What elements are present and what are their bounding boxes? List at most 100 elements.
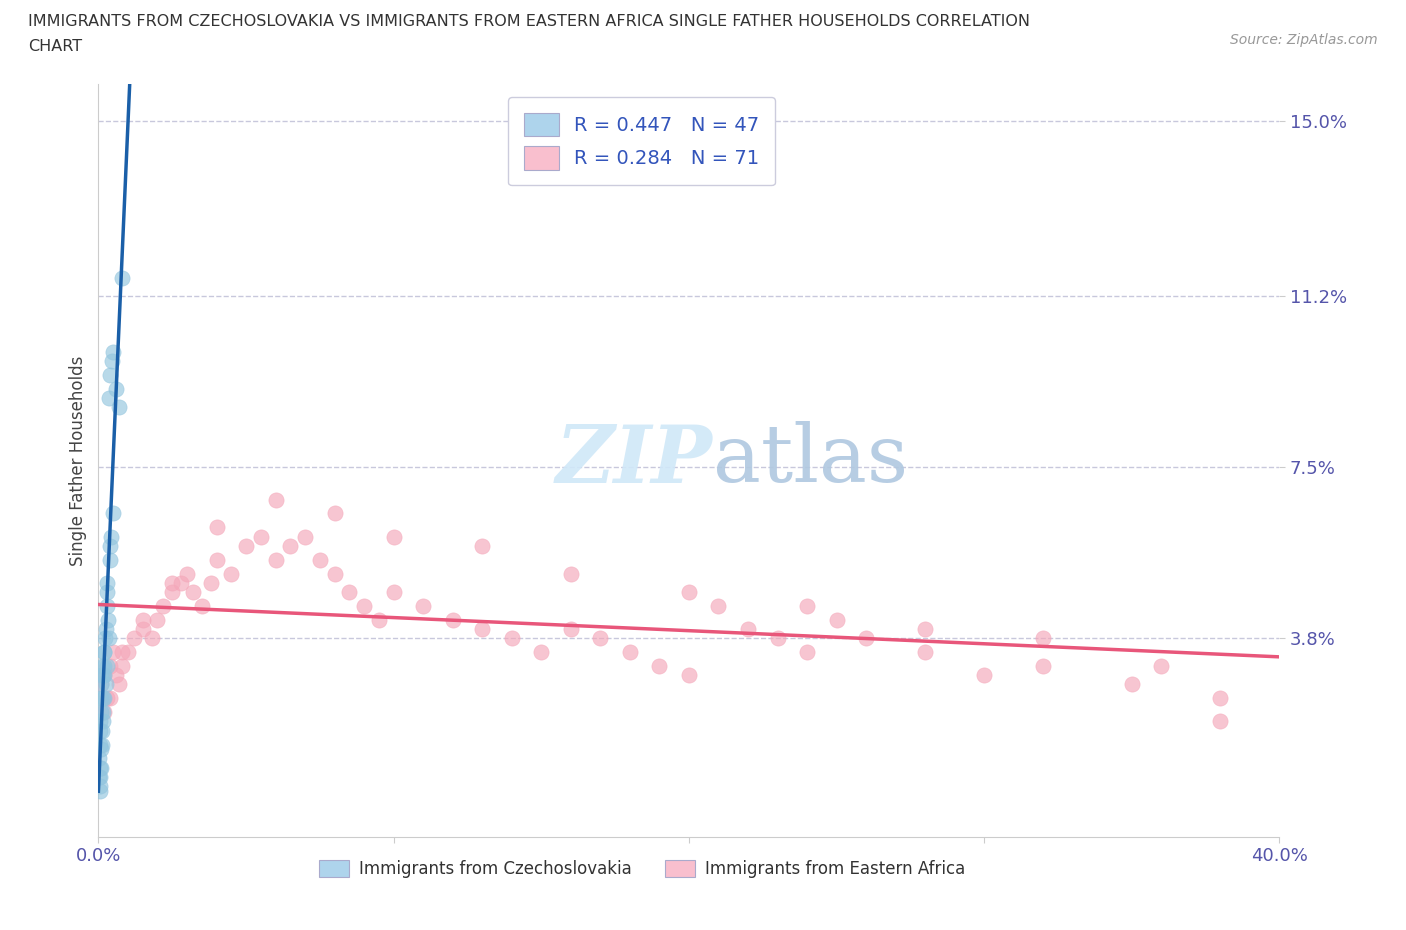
Point — [382, 529, 405, 544]
Point — [132, 621, 155, 636]
Point — [93, 644, 115, 659]
Point — [97, 612, 120, 627]
Point — [648, 658, 671, 673]
Point — [914, 644, 936, 659]
Point — [105, 381, 128, 396]
Point — [250, 529, 273, 544]
Point — [221, 566, 243, 581]
Point — [191, 599, 214, 614]
Point — [100, 529, 122, 544]
Point — [264, 552, 287, 567]
Point — [90, 760, 112, 775]
Point — [90, 677, 112, 692]
Point — [294, 529, 316, 544]
Point — [132, 612, 155, 627]
Legend: Immigrants from Czechoslovakia, Immigrants from Eastern Africa: Immigrants from Czechoslovakia, Immigran… — [312, 854, 972, 885]
Point — [560, 621, 582, 636]
Point — [235, 538, 257, 553]
Point — [162, 576, 183, 591]
Point — [1209, 691, 1232, 706]
Point — [93, 668, 115, 683]
Point — [181, 585, 204, 600]
Point — [93, 668, 115, 683]
Point — [117, 644, 139, 659]
Point — [93, 705, 115, 720]
Point — [98, 691, 121, 706]
Point — [91, 705, 114, 720]
Text: IMMIGRANTS FROM CZECHOSLOVAKIA VS IMMIGRANTS FROM EASTERN AFRICA SINGLE FATHER H: IMMIGRANTS FROM CZECHOSLOVAKIA VS IMMIGR… — [28, 14, 1031, 29]
Point — [796, 599, 818, 614]
Text: CHART: CHART — [28, 39, 82, 54]
Point — [707, 599, 730, 614]
Point — [353, 599, 375, 614]
Point — [766, 631, 789, 645]
Point — [103, 344, 125, 359]
Point — [111, 644, 134, 659]
Point — [103, 506, 125, 521]
Point — [89, 737, 111, 752]
Point — [96, 658, 118, 673]
Text: Source: ZipAtlas.com: Source: ZipAtlas.com — [1230, 33, 1378, 46]
Point — [619, 644, 641, 659]
Point — [98, 538, 121, 553]
Point — [678, 585, 700, 600]
Point — [103, 644, 125, 659]
Point — [89, 769, 111, 784]
Point — [96, 585, 118, 600]
Point — [1150, 658, 1173, 673]
Point — [205, 520, 228, 535]
Point — [264, 492, 287, 507]
Text: atlas: atlas — [713, 421, 908, 499]
Point — [1121, 677, 1143, 692]
Point — [90, 705, 112, 720]
Point — [90, 668, 112, 683]
Point — [98, 658, 121, 673]
Point — [89, 714, 111, 729]
Point — [96, 576, 118, 591]
Point — [162, 585, 183, 600]
Point — [91, 737, 114, 752]
Point — [412, 599, 434, 614]
Point — [914, 621, 936, 636]
Point — [855, 631, 877, 645]
Point — [100, 353, 122, 368]
Point — [90, 677, 112, 692]
Point — [111, 271, 134, 286]
Point — [93, 691, 115, 706]
Point — [339, 585, 361, 600]
Point — [94, 621, 117, 636]
Point — [97, 631, 120, 645]
Point — [205, 552, 228, 567]
Point — [176, 566, 198, 581]
Point — [108, 677, 131, 692]
Point — [309, 552, 332, 567]
Point — [98, 367, 121, 382]
Point — [501, 631, 523, 645]
Point — [530, 644, 553, 659]
Point — [368, 612, 391, 627]
Point — [382, 585, 405, 600]
Point — [146, 612, 169, 627]
Point — [111, 658, 134, 673]
Point — [152, 599, 174, 614]
Point — [1032, 658, 1054, 673]
Point — [108, 400, 131, 415]
Point — [825, 612, 848, 627]
Point — [89, 778, 111, 793]
Point — [89, 724, 111, 738]
Point — [1209, 714, 1232, 729]
Point — [471, 538, 494, 553]
Point — [796, 644, 818, 659]
Point — [96, 599, 118, 614]
Point — [280, 538, 302, 553]
Point — [170, 576, 193, 591]
Point — [93, 644, 115, 659]
Y-axis label: Single Father Households: Single Father Households — [69, 355, 87, 565]
Point — [122, 631, 145, 645]
Point — [323, 506, 346, 521]
Point — [90, 742, 112, 757]
Point — [105, 668, 128, 683]
Point — [1032, 631, 1054, 645]
Point — [141, 631, 163, 645]
Point — [589, 631, 612, 645]
